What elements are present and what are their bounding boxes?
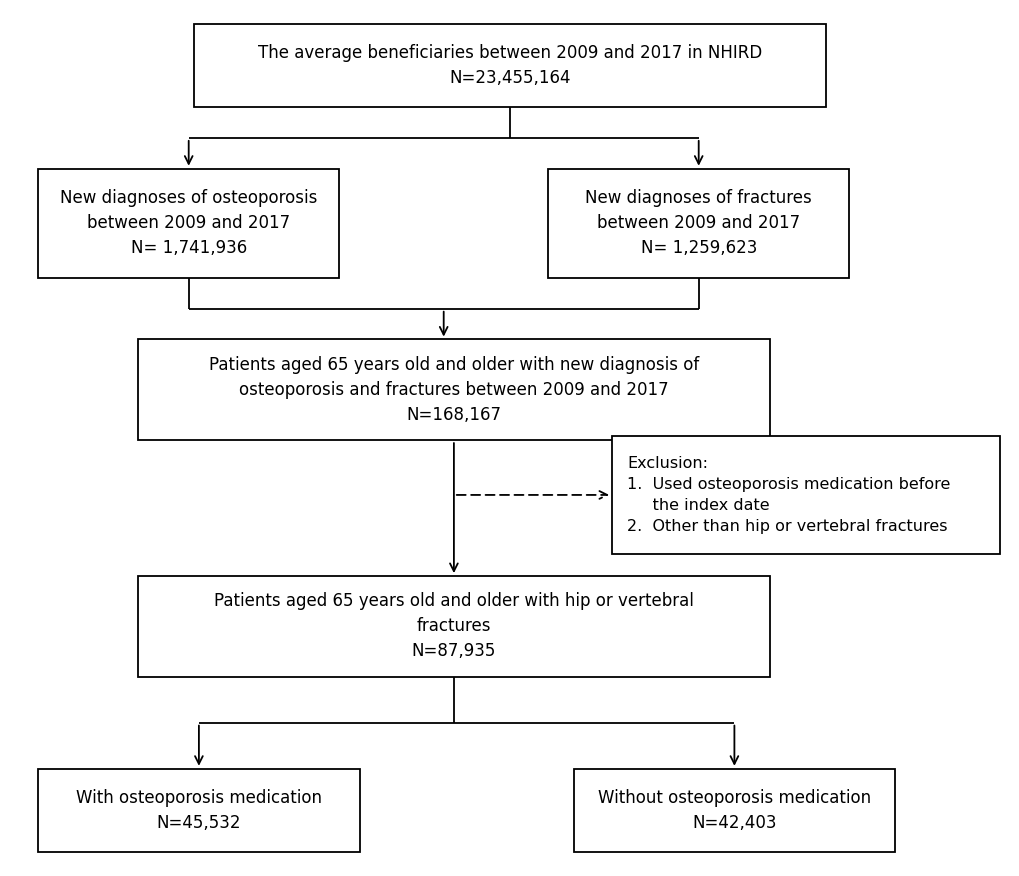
Text: With osteoporosis medication
N=45,532: With osteoporosis medication N=45,532: [75, 788, 322, 832]
Text: New diagnoses of osteoporosis
between 2009 and 2017
N= 1,741,936: New diagnoses of osteoporosis between 20…: [60, 189, 317, 258]
FancyBboxPatch shape: [611, 436, 999, 555]
Text: Patients aged 65 years old and older with new diagnosis of
osteoporosis and frac: Patients aged 65 years old and older wit…: [209, 356, 698, 424]
Text: Without osteoporosis medication
N=42,403: Without osteoporosis medication N=42,403: [597, 788, 870, 832]
Text: Exclusion:
1.  Used osteoporosis medication before
     the index date
2.  Other: Exclusion: 1. Used osteoporosis medicati…: [627, 456, 950, 534]
FancyBboxPatch shape: [194, 24, 825, 107]
FancyBboxPatch shape: [548, 168, 849, 279]
Text: New diagnoses of fractures
between 2009 and 2017
N= 1,259,623: New diagnoses of fractures between 2009 …: [585, 189, 811, 258]
FancyBboxPatch shape: [39, 168, 339, 279]
FancyBboxPatch shape: [138, 576, 769, 676]
FancyBboxPatch shape: [573, 769, 895, 851]
FancyBboxPatch shape: [39, 769, 360, 851]
Text: The average beneficiaries between 2009 and 2017 in NHIRD
N=23,455,164: The average beneficiaries between 2009 a…: [258, 44, 761, 88]
Text: Patients aged 65 years old and older with hip or vertebral
fractures
N=87,935: Patients aged 65 years old and older wit…: [214, 592, 693, 661]
FancyBboxPatch shape: [138, 339, 769, 440]
